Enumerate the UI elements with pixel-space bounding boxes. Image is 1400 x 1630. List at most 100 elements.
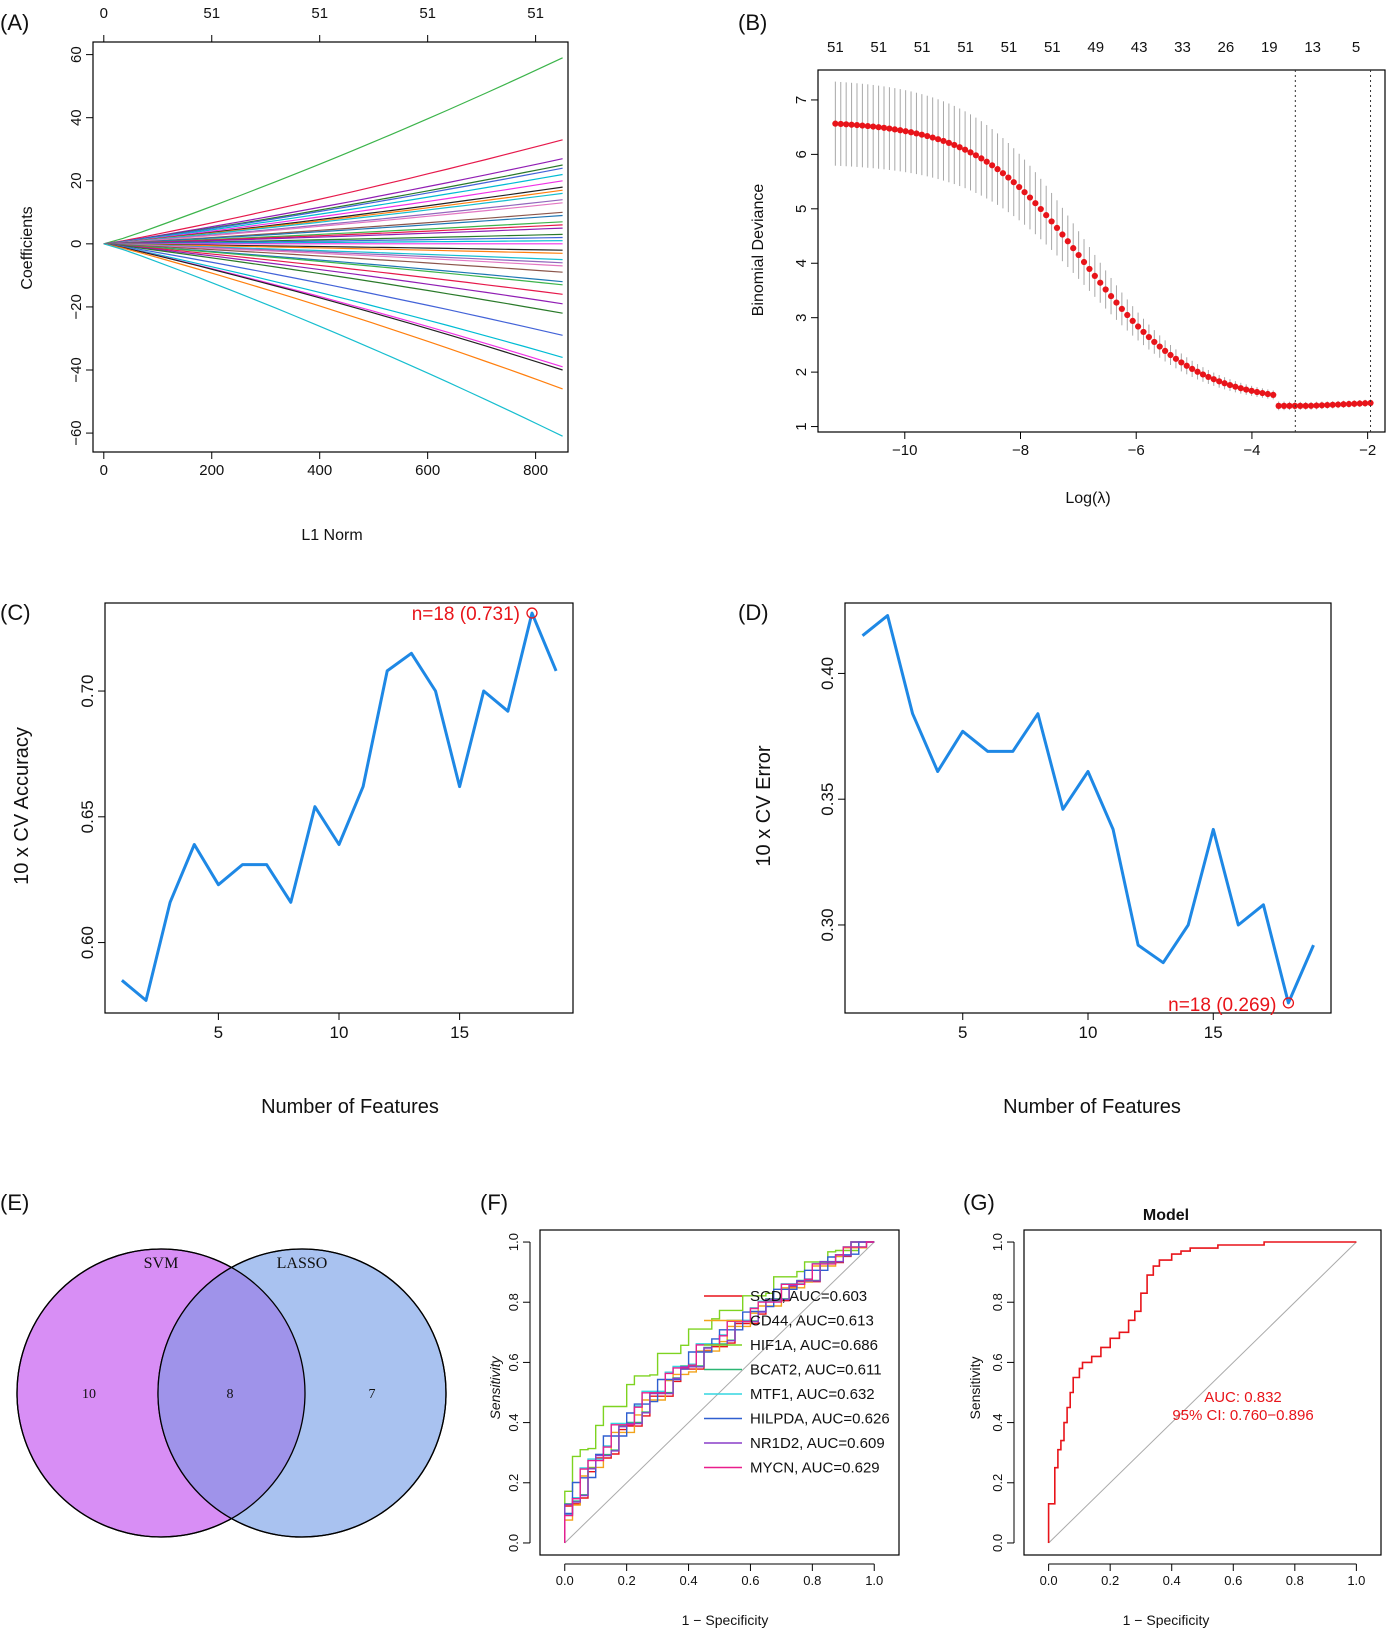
coefficient-path [103, 57, 563, 245]
venn-lasso-outline [157, 1248, 447, 1538]
deviance-point [1199, 371, 1207, 378]
cv-line [120, 611, 558, 1002]
coefficient-path [103, 158, 563, 245]
coefficient-path [103, 243, 563, 267]
coefficient-path [103, 243, 563, 295]
deviance-point [951, 141, 958, 149]
deviance-point [1075, 251, 1082, 259]
x-tick-label: 1.0 [865, 1573, 883, 1588]
deviance-point [1189, 365, 1196, 372]
y-tick-label: 0.4 [990, 1414, 1005, 1432]
deviance-point [1226, 381, 1234, 389]
deviance-point [956, 144, 963, 151]
deviance-point [1064, 238, 1071, 245]
y-tick-label: 1.0 [506, 1233, 521, 1251]
deviance-point [1324, 401, 1331, 409]
plot-frame [1023, 1229, 1382, 1556]
deviance-point [967, 149, 974, 156]
panel-c-ylabel: 10 x CV Accuracy [11, 727, 33, 885]
top-axis-label: 19 [1261, 39, 1278, 56]
top-axis-label: 51 [527, 5, 544, 22]
legend-entry: HIF1A, AUC=0.686 [750, 1337, 878, 1354]
x-tick-label: −2 [1359, 442, 1376, 459]
y-tick-label: −20 [68, 294, 85, 319]
x-tick-label: −10 [892, 442, 917, 459]
x-tick-label: 0.2 [1101, 1573, 1119, 1588]
panel-g: (G) Model 0.0 0.2 0.4 0.6 0.8 1.0 0.0 0.2 0.4 0.6… [963, 1190, 1382, 1628]
coefficient-path [103, 243, 563, 254]
y-tick-label: 0.6 [990, 1353, 1005, 1371]
deviance-point [1351, 400, 1358, 407]
y-tick-label: 0.35 [818, 783, 837, 816]
deviance-point [1302, 402, 1309, 409]
top-axis-label: 51 [870, 39, 887, 56]
top-axis-label: 51 [827, 39, 844, 56]
deviance-point [1048, 218, 1055, 225]
y-tick-label: 60 [68, 46, 85, 63]
deviance-point [1021, 189, 1028, 196]
panel-b-xlabel: Log(λ) [1065, 490, 1110, 507]
panel-g-title: Model [1143, 1207, 1189, 1224]
deviance-point [972, 152, 980, 159]
deviance-point [1248, 387, 1255, 394]
y-tick-label: 0.40 [818, 657, 837, 690]
deviance-point [1037, 205, 1044, 213]
y-tick-label: 0.2 [506, 1474, 521, 1492]
deviance-point [945, 139, 952, 146]
deviance-point [891, 126, 898, 133]
top-axis-label: 43 [1131, 39, 1148, 56]
model-roc-curve [1047, 1241, 1357, 1543]
deviance-point [989, 162, 996, 169]
panel-e: (E) SVM LASSO 10 8 7 [0, 1190, 447, 1538]
x-tick-label: 5 [214, 1023, 223, 1042]
deviance-point [832, 120, 839, 127]
x-tick-label: 200 [199, 462, 224, 479]
plot-frame [539, 1229, 900, 1556]
deviance-point [1091, 272, 1098, 279]
plot-frame [844, 602, 1332, 1014]
venn-svm-only-count: 10 [82, 1387, 96, 1402]
deviance-point [897, 127, 904, 134]
x-tick-label: 10 [1079, 1023, 1098, 1042]
deviance-point [1243, 386, 1250, 393]
deviance-point [1194, 368, 1201, 375]
top-axis-label: 49 [1087, 39, 1104, 56]
x-tick-label: −8 [1012, 442, 1029, 459]
coefficient-path [103, 243, 563, 273]
plot-frame [104, 602, 574, 1014]
venn-svm-label: SVM [144, 1255, 179, 1272]
deviance-point [1340, 401, 1347, 408]
deviance-point [1167, 351, 1174, 359]
deviance-point [1367, 399, 1374, 407]
deviance-point [1345, 400, 1353, 408]
deviance-point [1232, 383, 1239, 390]
panel-a-xlabel: L1 Norm [301, 527, 362, 544]
deviance-point [1053, 224, 1061, 232]
x-tick-label: 0.8 [1286, 1573, 1304, 1588]
deviance-point [1118, 305, 1125, 313]
top-axis-label: 51 [419, 5, 436, 22]
deviance-point [848, 121, 855, 128]
y-tick-label: 0.65 [78, 800, 97, 833]
top-axis-label: 51 [1044, 39, 1061, 56]
y-tick-label: 0.0 [506, 1534, 521, 1552]
deviance-point [1259, 389, 1266, 397]
deviance-point [1183, 362, 1190, 369]
optimal-point-marker [1282, 997, 1295, 1009]
x-tick-label: 15 [1204, 1023, 1223, 1042]
y-tick-label: 0.70 [78, 674, 97, 707]
deviance-point [1026, 194, 1034, 201]
panel-c-label: (C) [0, 600, 31, 625]
deviance-point [1140, 328, 1147, 336]
deviance-point [1237, 385, 1244, 392]
deviance-point [902, 128, 909, 135]
top-axis-label: 0 [100, 5, 108, 22]
top-axis-label: 51 [957, 39, 974, 56]
deviance-point [1086, 265, 1093, 273]
deviance-point [1362, 400, 1369, 407]
deviance-point [1010, 179, 1017, 186]
y-tick-label: 0.60 [78, 926, 97, 959]
deviance-point [1253, 388, 1261, 396]
deviance-point [1016, 183, 1023, 191]
venn-lasso-label: LASSO [277, 1255, 328, 1272]
